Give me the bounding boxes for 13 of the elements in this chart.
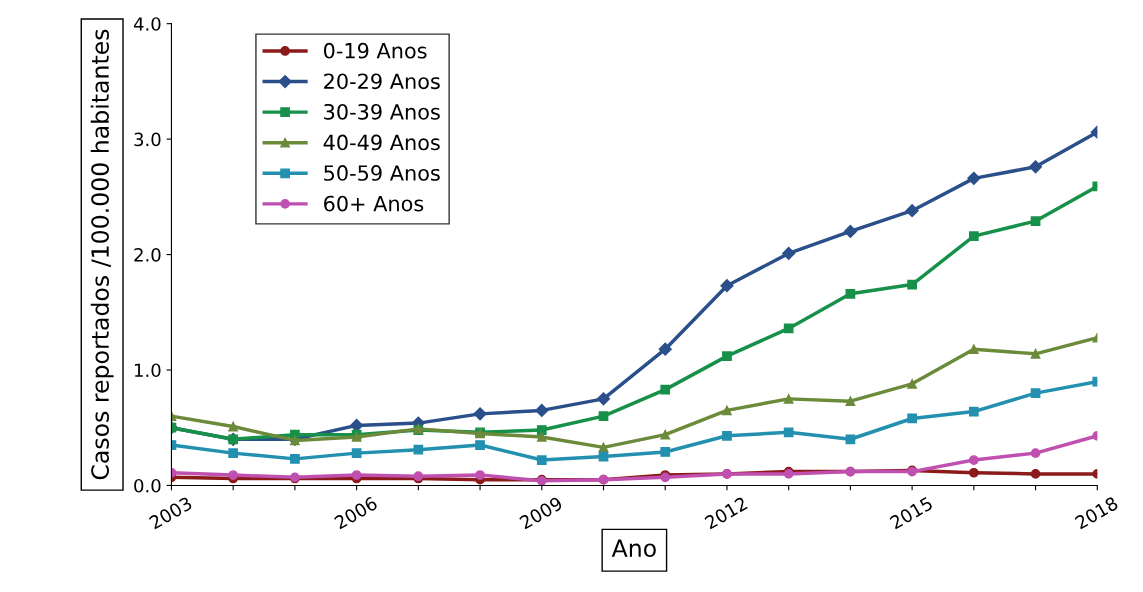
legend-label: 0-19 Anos [323,42,427,59]
legend-label: 20-29 Anos [324,73,440,90]
y-axis-title: Casos reportados /100.000 habitantes [90,29,114,480]
y-tick-label: 0.0 [134,478,161,493]
y-tick-label: 3.0 [134,132,161,147]
x-axis-title: Ano [611,539,656,558]
legend-label: 40-49 Anos [323,134,440,151]
y-tick-label: 4.0 [133,17,161,31]
y-tick-label: 2.0 [134,248,161,262]
legend-label: 30-39 Anos [324,103,440,120]
y-tick-label: 1.0 [135,363,161,378]
legend-label: 60+ Anos [324,195,424,212]
legend-label: 50-59 Anos [324,165,440,181]
